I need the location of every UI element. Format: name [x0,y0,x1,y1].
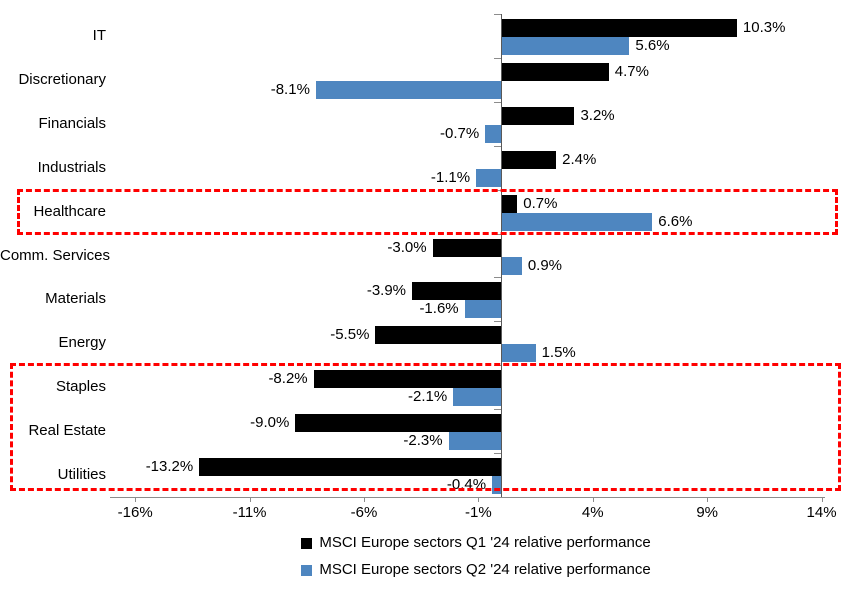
y-axis-tick [494,321,502,323]
data-label: -3.9% [366,282,407,300]
q1-bar [501,150,557,169]
data-label: -2.1% [408,388,448,406]
data-label: 6.6% [658,212,693,230]
category-label: Energy [58,334,106,352]
x-axis-tick-label: -16% [117,504,153,521]
q1-bar [313,370,502,389]
x-axis-tick-label: 4% [581,504,604,521]
data-label: -2.3% [403,432,443,450]
data-label: 0.9% [527,256,563,274]
q1-bar [295,414,502,433]
x-axis-tick [249,497,251,502]
y-axis-tick [494,453,502,455]
q1-bar [412,282,502,301]
category-label: IT [92,26,106,44]
category-label: Staples [55,378,106,396]
category-label: Utilities [57,466,106,484]
q2-bar [501,256,522,275]
category-label: Comm. Services [0,246,111,264]
data-label: -0.7% [440,124,480,142]
data-label: -8.2% [268,370,308,388]
x-axis-tick [135,497,137,502]
y-axis-line [501,14,503,497]
legend-label-q1: MSCI Europe sectors Q1 '24 relative perf… [319,534,651,551]
q2-bar [501,344,536,363]
q1-bar [432,238,502,257]
q2-bar [501,37,630,55]
x-axis-tick [478,497,480,502]
q2-bar [476,168,502,187]
data-label: 0.7% [523,194,558,212]
y-axis-tick [494,145,502,147]
data-label: 10.3% [742,19,786,36]
y-axis-tick [494,409,502,411]
data-label: 5.6% [635,37,670,54]
data-label: -1.1% [430,168,471,186]
data-label: -3.0% [387,238,427,256]
q1-bar [501,62,609,81]
y-axis-tick [494,57,502,59]
legend-label-q2: MSCI Europe sectors Q2 '24 relative perf… [319,561,651,578]
data-label: -5.5% [330,326,370,344]
category-label: Industrials [37,158,106,176]
q2-bar [464,300,502,319]
data-label: -9.0% [250,414,290,432]
x-axis-tick-label: 14% [806,504,837,521]
x-axis-tick [821,497,823,502]
data-label: 1.5% [541,344,576,362]
highlight-box-defensives [10,363,841,491]
x-axis-tick-label: 9% [696,504,718,521]
q1-bar [501,19,737,37]
highlight-box-healthcare [17,188,838,235]
x-axis-tick-label: -11% [232,504,267,521]
q1-bar [501,106,575,125]
q1-series-swatch-icon [301,537,313,549]
x-axis-tick [363,497,365,502]
q2-bar [492,476,502,495]
data-label: 2.4% [562,150,597,168]
category-label: Real Estate [28,422,106,440]
q1-bar [501,194,518,213]
x-axis-tick-label: -6% [350,504,378,521]
legend-item-q2: MSCI Europe sectors Q2 '24 relative perf… [301,561,651,579]
q2-bar [485,124,502,143]
category-label: Materials [45,290,106,308]
x-axis-tick [707,497,709,502]
x-axis-line [110,497,825,498]
data-label: -13.2% [145,458,194,476]
data-label: -8.1% [270,80,310,98]
q2-bar [453,388,502,407]
y-axis-tick [494,14,502,15]
q1-bar [375,326,502,345]
category-label: Financials [38,114,106,132]
y-axis-tick [494,277,502,279]
x-axis-tick-label: -1% [465,504,492,521]
category-label: Healthcare [33,202,106,220]
legend-item-q1: MSCI Europe sectors Q1 '24 relative perf… [301,534,651,552]
y-axis-tick [494,101,502,103]
legend: MSCI Europe sectors Q1 '24 relative perf… [100,534,852,579]
data-label: -1.6% [419,300,459,318]
q2-series-swatch-icon [301,564,313,576]
data-label: 4.7% [614,62,649,80]
q1-bar [199,458,502,477]
q2-bar [501,212,653,231]
q2-bar [448,432,502,451]
x-axis-tick [592,497,594,502]
category-label: Discretionary [18,70,106,88]
data-label: 3.2% [580,106,615,124]
q2-bar [315,80,502,99]
